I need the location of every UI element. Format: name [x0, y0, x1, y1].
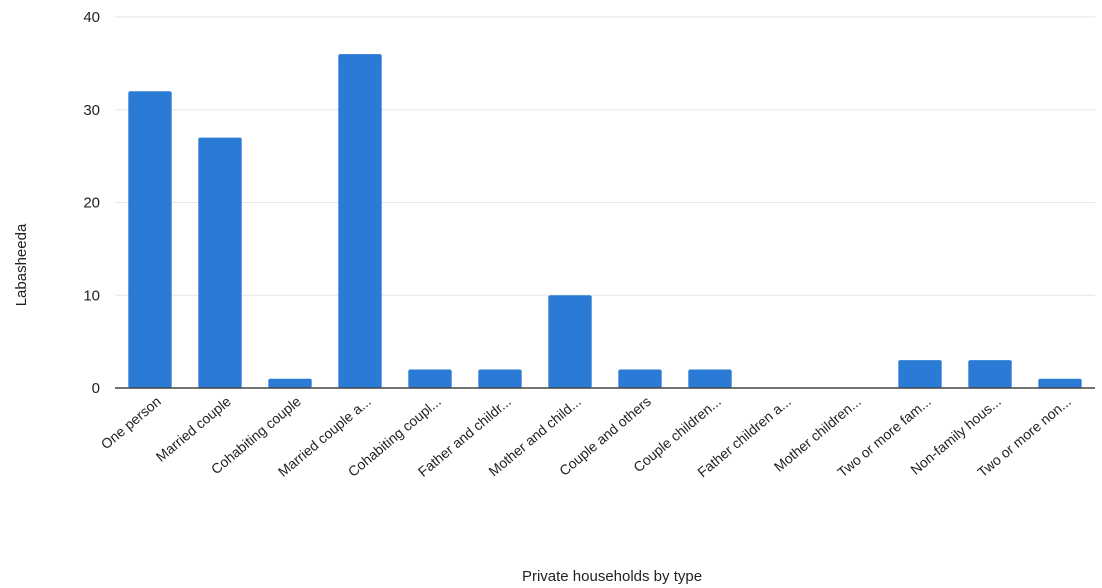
bar-7: [618, 369, 661, 388]
bar-13: [1038, 379, 1081, 388]
y-tick-label: 40: [83, 9, 100, 26]
bar-3: [338, 54, 381, 388]
x-axis-label: Private households by type: [522, 568, 702, 585]
bar-1: [198, 138, 241, 388]
y-tick-label: 30: [83, 102, 100, 119]
bar-6: [548, 295, 591, 388]
y-tick-label: 0: [92, 380, 100, 397]
bars: [128, 54, 1081, 388]
bar-8: [688, 369, 731, 388]
x-tick-label: One person: [98, 393, 164, 452]
y-tick-label: 10: [83, 287, 100, 304]
bar-4: [408, 369, 451, 388]
y-tick-label: 20: [83, 195, 100, 212]
bar-2: [268, 379, 311, 388]
bar-11: [898, 360, 941, 388]
y-axis-label: Labasheeda: [13, 223, 30, 306]
gridlines: [115, 17, 1095, 295]
bar-0: [128, 91, 171, 388]
y-axis-ticks: 0 10 20 30 40: [83, 9, 100, 397]
bar-12: [968, 360, 1011, 388]
bar-5: [478, 369, 521, 388]
